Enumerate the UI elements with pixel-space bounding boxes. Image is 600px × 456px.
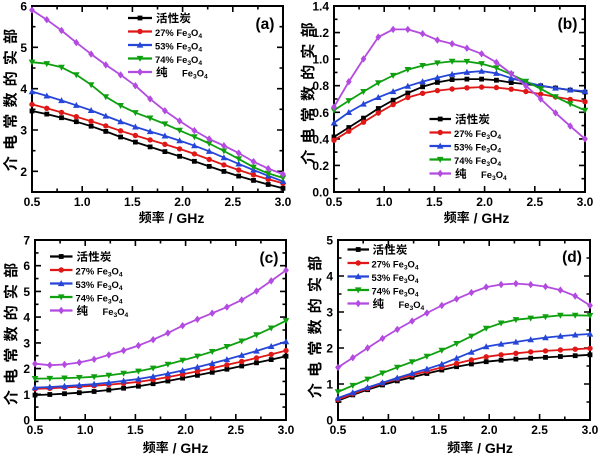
svg-text:2: 2 bbox=[23, 362, 30, 376]
svg-text:2.0: 2.0 bbox=[481, 423, 498, 437]
svg-text:3.0: 3.0 bbox=[278, 423, 295, 437]
svg-text:/ GHz: / GHz bbox=[470, 210, 510, 226]
svg-text:2: 2 bbox=[20, 165, 27, 179]
svg-text:1.2: 1.2 bbox=[312, 26, 329, 40]
svg-text:27% Fe3O4: 27% Fe3O4 bbox=[372, 258, 419, 271]
svg-text:2.5: 2.5 bbox=[227, 423, 244, 437]
svg-text:2.5: 2.5 bbox=[526, 195, 543, 209]
svg-text:0.5: 0.5 bbox=[330, 423, 347, 437]
svg-text:4: 4 bbox=[326, 270, 333, 284]
svg-text:3: 3 bbox=[326, 306, 333, 320]
svg-text:(d): (d) bbox=[562, 249, 582, 266]
svg-text:74% Fe3O4: 74% Fe3O4 bbox=[454, 155, 501, 168]
svg-text:74% Fe3O4: 74% Fe3O4 bbox=[372, 285, 419, 298]
svg-text:0.2: 0.2 bbox=[312, 159, 329, 173]
svg-text:2: 2 bbox=[326, 342, 333, 356]
svg-text:27% Fe3O4: 27% Fe3O4 bbox=[454, 128, 501, 141]
svg-text:0.8: 0.8 bbox=[312, 79, 329, 93]
svg-text:27% Fe3O4: 27% Fe3O4 bbox=[76, 265, 123, 278]
svg-text:1: 1 bbox=[326, 378, 333, 392]
svg-text:0.5: 0.5 bbox=[326, 195, 343, 209]
svg-text:Fe3O4: Fe3O4 bbox=[103, 306, 129, 319]
svg-text:(c): (c) bbox=[260, 250, 279, 267]
svg-text:6: 6 bbox=[20, 0, 27, 14]
svg-text:0.0: 0.0 bbox=[312, 186, 329, 200]
svg-text:2.0: 2.0 bbox=[174, 195, 191, 209]
svg-text:4: 4 bbox=[23, 311, 30, 325]
svg-text:1.0: 1.0 bbox=[380, 423, 397, 437]
svg-text:1.0: 1.0 bbox=[74, 195, 91, 209]
svg-text:3: 3 bbox=[20, 124, 27, 138]
svg-text:3: 3 bbox=[23, 336, 30, 350]
svg-text:3.0: 3.0 bbox=[582, 423, 599, 437]
svg-text:/ GHz: / GHz bbox=[473, 440, 513, 456]
svg-text:5: 5 bbox=[20, 41, 27, 55]
svg-text:Fe3O4: Fe3O4 bbox=[182, 67, 208, 80]
svg-text:53% Fe3O4: 53% Fe3O4 bbox=[454, 141, 501, 154]
svg-text:2.0: 2.0 bbox=[476, 195, 493, 209]
svg-text:0: 0 bbox=[23, 414, 30, 428]
svg-text:0.5: 0.5 bbox=[27, 423, 44, 437]
svg-text:27% Fe3O4: 27% Fe3O4 bbox=[155, 27, 202, 40]
svg-text:3.0: 3.0 bbox=[275, 195, 292, 209]
svg-text:1.0: 1.0 bbox=[312, 53, 329, 67]
svg-text:74% Fe3O4: 74% Fe3O4 bbox=[76, 292, 123, 305]
svg-text:0.5: 0.5 bbox=[24, 195, 41, 209]
svg-text:(a): (a) bbox=[256, 16, 275, 33]
svg-text:7: 7 bbox=[23, 234, 30, 248]
svg-text:3.0: 3.0 bbox=[577, 195, 594, 209]
svg-text:1.5: 1.5 bbox=[124, 195, 141, 209]
svg-text:/ GHz: / GHz bbox=[165, 210, 205, 226]
svg-text:1.0: 1.0 bbox=[376, 195, 393, 209]
svg-text:53% Fe3O4: 53% Fe3O4 bbox=[155, 40, 202, 53]
svg-text:(b): (b) bbox=[558, 16, 578, 33]
svg-text:0: 0 bbox=[326, 414, 333, 428]
svg-text:5: 5 bbox=[23, 285, 30, 299]
svg-text:0.4: 0.4 bbox=[312, 132, 329, 146]
svg-text:4: 4 bbox=[20, 82, 27, 96]
svg-text:1.5: 1.5 bbox=[430, 423, 447, 437]
svg-text:5: 5 bbox=[326, 234, 333, 248]
svg-text:6: 6 bbox=[23, 259, 30, 273]
svg-text:2.0: 2.0 bbox=[177, 423, 194, 437]
svg-text:1.5: 1.5 bbox=[426, 195, 443, 209]
svg-text:1.0: 1.0 bbox=[77, 423, 94, 437]
svg-text:2.5: 2.5 bbox=[531, 423, 548, 437]
svg-text:1: 1 bbox=[23, 388, 30, 402]
svg-text:1.5: 1.5 bbox=[127, 423, 144, 437]
svg-text:Fe3O4: Fe3O4 bbox=[399, 299, 425, 312]
svg-text:/ GHz: / GHz bbox=[169, 440, 209, 456]
svg-text:1.4: 1.4 bbox=[312, 0, 329, 14]
svg-text:53% Fe3O4: 53% Fe3O4 bbox=[372, 272, 419, 285]
svg-text:2.5: 2.5 bbox=[224, 195, 241, 209]
svg-text:53% Fe3O4: 53% Fe3O4 bbox=[76, 279, 123, 292]
svg-text:74% Fe3O4: 74% Fe3O4 bbox=[155, 54, 202, 67]
svg-text:Fe3O4: Fe3O4 bbox=[481, 169, 507, 182]
svg-text:0.6: 0.6 bbox=[312, 106, 329, 120]
